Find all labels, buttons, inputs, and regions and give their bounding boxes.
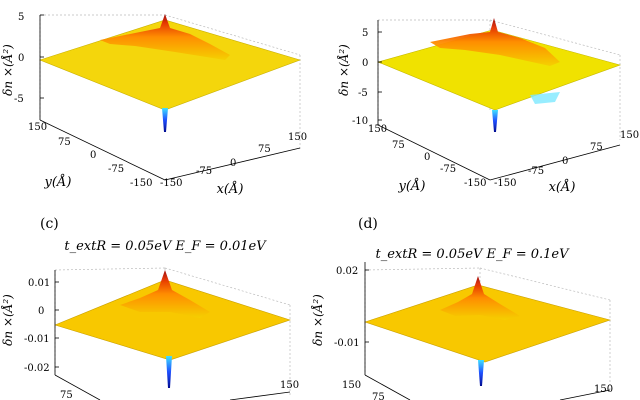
panel-a-ytick: 0: [90, 150, 96, 161]
panel-a-xtick: -75: [196, 166, 212, 177]
panel-a-ztick: 0: [18, 53, 24, 64]
panel-b-dip: [492, 110, 498, 132]
panel-b-ytick: -75: [440, 164, 456, 175]
panel-a-ridge: [100, 14, 230, 60]
panel-c-ztick: 0.01: [28, 278, 50, 289]
panel-a-z-axis: [39, 14, 44, 120]
panel-b-ylabel: y(Å): [398, 178, 426, 194]
panel-c-base-axes: [54, 374, 291, 400]
panel-a-xtick: 75: [258, 144, 271, 155]
panel-d-title: t_extR = 0.05eV E_F = 0.1eV: [375, 247, 570, 262]
panel-b-ztick: -5: [358, 88, 368, 99]
panel-b-ytick: 75: [392, 140, 405, 151]
panel-a-base-axes: [39, 119, 301, 181]
panel-b-ztick: -10: [352, 116, 368, 127]
panel-d-ytick: 150: [342, 380, 361, 391]
panel-d-ztick: -0.01: [334, 338, 360, 349]
panel-d-xtick: 150: [594, 384, 613, 395]
panel-d: (d) t_extR = 0.05eV E_F = 0.1eV 0.02 -0.…: [310, 216, 613, 400]
panel-a-ztick: -5: [14, 94, 24, 105]
panel-d-ridge: [440, 276, 520, 320]
panel-b-base-axes: [377, 124, 621, 181]
panel-a-ytick: -75: [108, 164, 124, 175]
panel-c-ztick: -0.02: [24, 363, 50, 374]
panel-c-ztick: -0.01: [24, 334, 50, 345]
panel-b-xtick: -75: [528, 166, 544, 177]
panel-b-dip-edge: [530, 92, 560, 104]
panel-d-ztick: 0.02: [336, 266, 358, 277]
panel-a-xtick: 0: [230, 158, 236, 169]
panel-a-zlabel: δn ×(Å²): [0, 44, 15, 96]
panel-c-z-axis: [54, 270, 59, 375]
panel-d-ytick: 75: [372, 392, 385, 400]
panel-b-ytick: 0: [424, 152, 430, 163]
panel-b-ztick: 5: [362, 28, 368, 39]
panel-c-letter: (c): [40, 216, 59, 232]
panel-b-xtick: -150: [494, 178, 516, 189]
panel-b-xtick: 0: [562, 156, 568, 167]
panel-b-ridge: [430, 18, 560, 66]
panel-c-zlabel: δn ×(Å²): [0, 294, 15, 346]
panel-a-ytick: 150: [28, 122, 47, 133]
panel-c-surface: [54, 279, 291, 361]
panel-b-xtick: 150: [620, 130, 639, 141]
panel-b-xtick: 75: [590, 142, 603, 153]
panel-b-ytick: 150: [368, 124, 387, 135]
panel-c-ztick: 0: [38, 306, 44, 317]
panel-a-surface: [39, 19, 301, 111]
panel-b-zlabel: δn ×(Å²): [336, 44, 351, 96]
panel-a-ytick: -150: [130, 178, 152, 189]
panel-c-dip: [166, 356, 172, 388]
panel-b-z-axis: [377, 20, 382, 125]
panel-d-surface: [364, 284, 612, 363]
panel-b-ytick: -150: [464, 178, 486, 189]
panel-c-ytick: 75: [60, 390, 73, 400]
panel-a-xtick: 150: [288, 132, 307, 143]
panel-a-xlabel: x(Å): [217, 181, 244, 197]
panel-a: 5 0 -5 δn ×(Å²) 150 75 0 -75 -150 -150 -…: [0, 12, 307, 197]
panel-d-zlabel: δn ×(Å²): [310, 294, 325, 346]
panel-d-base-axes: [364, 374, 611, 400]
panel-b-xlabel: x(Å): [549, 179, 576, 195]
panel-a-ytick: 75: [58, 137, 71, 148]
panel-c-xtick: 150: [280, 380, 299, 391]
panel-c-title: t_extR = 0.05eV E_F = 0.01eV: [64, 239, 267, 254]
panel-a-dip: [162, 108, 168, 132]
panel-b: 5 0 -5 -10 δn ×(Å²) 150 75 0 -75 -150 -1…: [336, 18, 639, 195]
panel-a-ztick: 5: [18, 12, 24, 23]
panel-a-xtick: -150: [160, 178, 182, 189]
panel-d-z-axis: [364, 262, 369, 375]
panel-d-dip: [478, 360, 484, 386]
panel-c: (c) t_extR = 0.05eV E_F = 0.01eV 0.01 0 …: [0, 216, 299, 400]
panel-d-letter: (d): [358, 216, 378, 232]
panel-a-ylabel: y(Å): [44, 174, 72, 190]
panel-c-ridge: [120, 270, 210, 318]
panel-b-ztick: 0: [362, 58, 368, 69]
